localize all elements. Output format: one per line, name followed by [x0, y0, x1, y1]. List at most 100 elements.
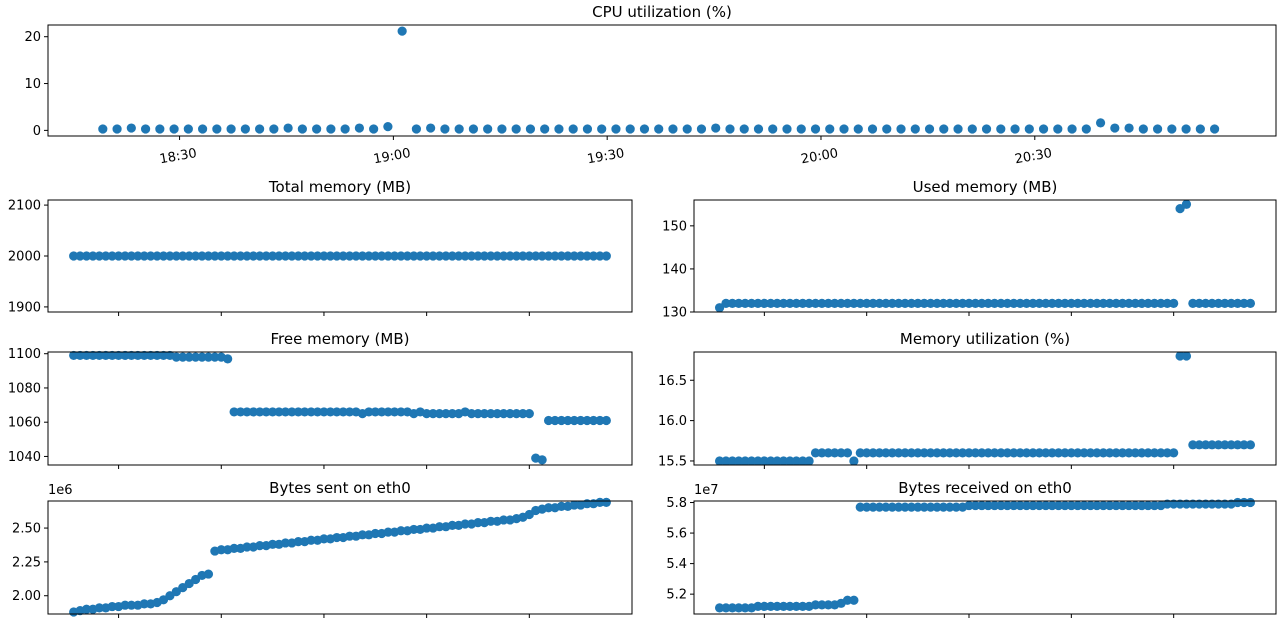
data-point [842, 595, 853, 605]
data-point [81, 604, 92, 614]
chart-title: Total memory (MB) [268, 178, 411, 196]
data-point [830, 448, 840, 458]
data-point [868, 448, 878, 458]
data-point [178, 352, 188, 362]
data-point [1188, 499, 1198, 509]
data-point [1034, 448, 1044, 458]
data-point [588, 251, 599, 261]
data-point [926, 298, 936, 308]
data-point [1021, 500, 1032, 511]
data-point [1220, 298, 1230, 308]
data-point [261, 407, 271, 417]
data-point [727, 456, 737, 466]
data-point [601, 251, 611, 261]
data-point [511, 409, 522, 419]
data-point [753, 601, 763, 611]
data-point [714, 456, 725, 466]
data-point [183, 124, 193, 134]
data-point [269, 124, 279, 134]
data-point [1220, 499, 1230, 509]
data-point [970, 298, 981, 308]
data-point [1130, 298, 1140, 308]
data-point [383, 251, 393, 261]
data-point [1226, 298, 1236, 308]
data-point [203, 569, 214, 579]
data-point [389, 407, 400, 417]
data-point [727, 298, 737, 308]
data-point [996, 500, 1006, 511]
data-point [582, 124, 593, 134]
data-point [556, 415, 567, 426]
data-point [402, 251, 412, 261]
data-point [139, 350, 149, 361]
data-point [178, 251, 188, 261]
data-point [210, 251, 220, 261]
data-point [280, 538, 291, 548]
data-point [152, 350, 162, 361]
data-point [81, 251, 92, 261]
data-point [983, 298, 993, 308]
data-point [422, 251, 432, 261]
data-point [1188, 298, 1198, 308]
data-point [1041, 448, 1051, 458]
data-point [611, 124, 621, 134]
data-point [158, 350, 169, 361]
data-point [1201, 440, 1211, 450]
chart-title: Memory utilization (%) [900, 330, 1070, 348]
data-point [242, 251, 252, 261]
data-point [525, 124, 536, 134]
data-point [768, 124, 778, 134]
data-point [1111, 448, 1121, 458]
data-point [796, 124, 806, 134]
data-point [849, 456, 859, 466]
data-point [785, 601, 795, 611]
data-point [1220, 440, 1230, 450]
data-point [1095, 118, 1106, 128]
data-point [554, 124, 564, 134]
data-point [926, 448, 936, 458]
data-point [817, 600, 827, 610]
data-point [1188, 440, 1198, 450]
data-point [1162, 448, 1172, 458]
data-point [389, 251, 400, 261]
data-point [823, 298, 833, 308]
data-point [896, 124, 906, 134]
data-point [543, 251, 554, 261]
data-point [1066, 298, 1076, 308]
x-tick-label: 20:00 [800, 146, 840, 167]
data-point [126, 350, 137, 361]
data-point [280, 407, 291, 417]
data-point [1021, 448, 1032, 458]
data-point [1143, 448, 1153, 458]
data-point [981, 124, 992, 134]
data-point [853, 124, 863, 134]
data-point [556, 501, 567, 512]
data-point [874, 448, 885, 458]
data-point [191, 352, 201, 362]
data-point [785, 298, 795, 308]
data-point [524, 409, 534, 419]
data-point [169, 124, 179, 134]
data-point [216, 251, 226, 261]
data-point [345, 531, 355, 541]
data-point [1021, 298, 1032, 308]
data-point [447, 520, 457, 530]
data-point [1079, 448, 1089, 458]
data-point [338, 407, 348, 417]
data-point [582, 251, 592, 261]
data-point [740, 298, 750, 308]
data-point [958, 448, 968, 458]
data-point [1028, 448, 1038, 458]
data-point [1034, 298, 1044, 308]
data-point [1024, 124, 1034, 134]
data-point [473, 409, 483, 419]
data-point [1111, 298, 1121, 308]
data-point [759, 601, 769, 611]
data-point [964, 448, 974, 458]
data-point [1098, 448, 1108, 458]
data-point [989, 448, 1000, 458]
data-point [1073, 448, 1083, 458]
data-point [588, 415, 599, 426]
data-point [874, 298, 885, 308]
